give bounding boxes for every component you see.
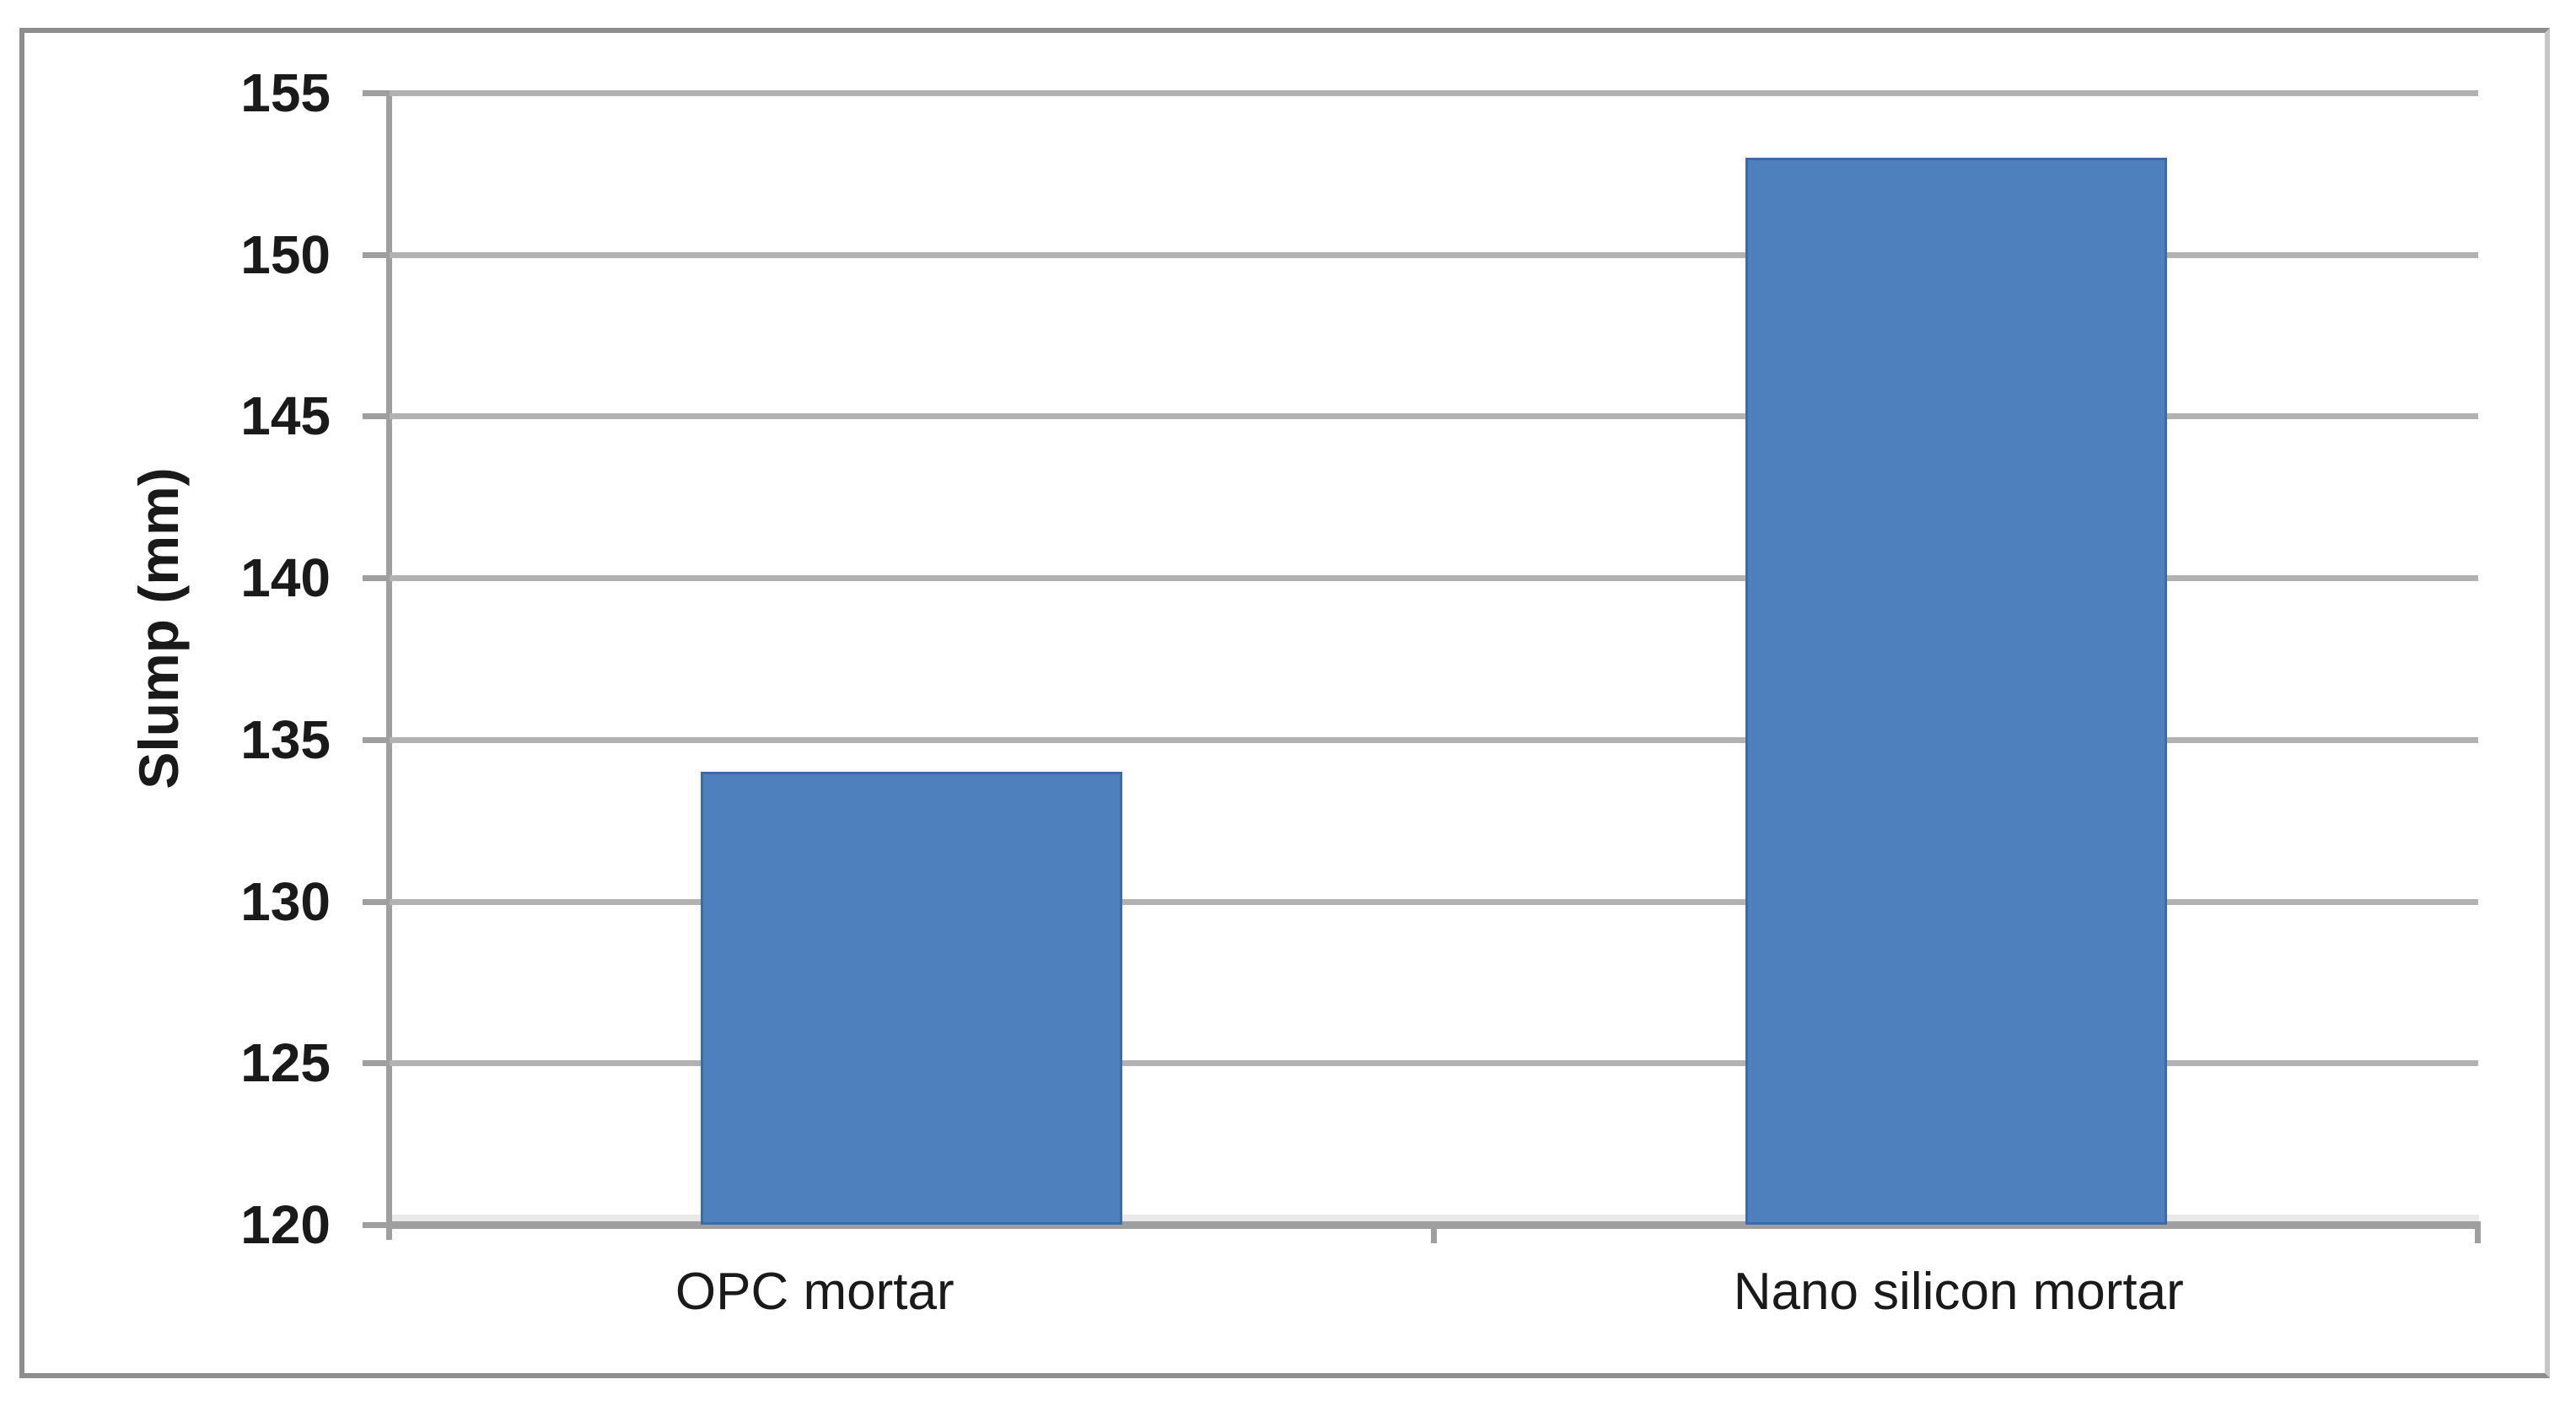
gridline-150 [390,251,2478,258]
y-tick-label-120: 120 [240,1194,331,1255]
y-tick-label-130: 130 [240,870,331,932]
gridline-125 [390,1060,2478,1067]
y-tick-150 [363,251,390,258]
bar-nano-silicon-mortar [1745,157,2167,1225]
x-axis-highlight [386,1215,2479,1221]
y-tick-135 [363,736,390,743]
y-tick-label-135: 135 [240,708,331,770]
bar-opc-mortar [701,772,1123,1225]
y-tick-label-155: 155 [240,62,331,123]
y-tick-155 [363,90,390,96]
gridline-135 [390,736,2478,743]
gridline-155 [390,90,2478,96]
y-axis-title: Slump (mm) [127,467,190,789]
y-tick-125 [363,1060,390,1067]
gridline-130 [390,898,2478,905]
y-tick-label-140: 140 [240,547,331,609]
y-tick-label-150: 150 [240,224,331,285]
y-tick-130 [363,898,390,905]
x-axis-tick-1 [1430,1221,1437,1243]
y-tick-145 [363,413,390,420]
x-category-label-opc-mortar: OPC mortar [675,1263,955,1321]
y-tick-label-145: 145 [240,385,331,447]
y-axis-line [386,93,392,1240]
y-tick-120 [363,1222,390,1228]
gridline-140 [390,575,2478,582]
x-axis-tick-2 [2475,1221,2481,1243]
y-tick-140 [363,575,390,582]
y-tick-label-125: 125 [240,1032,331,1094]
x-category-label-nano-silicon-mortar: Nano silicon mortar [1733,1263,2184,1321]
figure-border [19,28,2550,1378]
gridline-145 [390,413,2478,420]
